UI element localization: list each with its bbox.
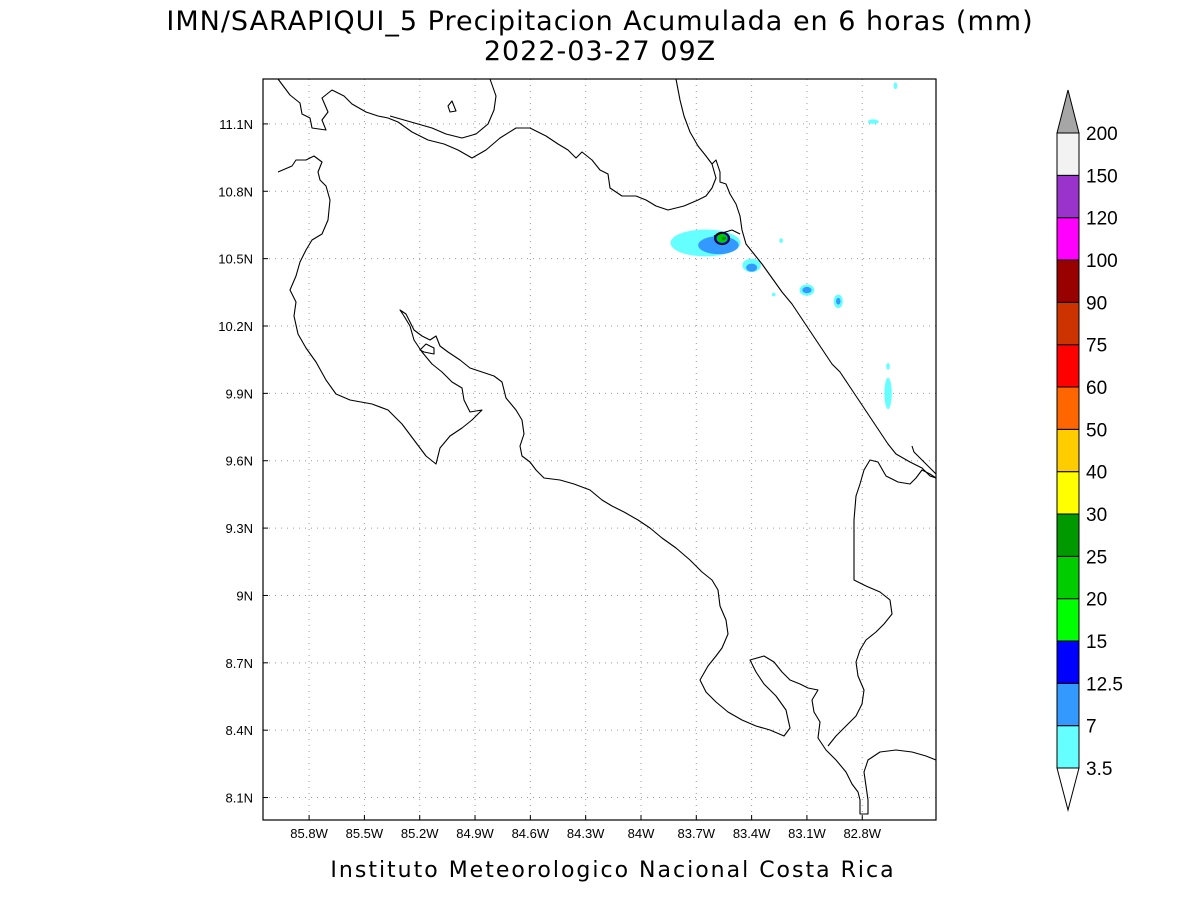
footer-credit: Instituto Meteorologico Nacional Costa R…: [330, 858, 895, 883]
pacific-coast: [277, 155, 937, 815]
lake-nicaragua-shore: [389, 78, 497, 139]
tick-label-lon: 85.2W: [401, 826, 439, 841]
colorbar-label: 3.5: [1086, 759, 1112, 780]
colorbar-swatch: [1056, 217, 1080, 261]
tick-label-lat: 11.1N: [219, 117, 253, 132]
tick-label-lat: 10.5N: [218, 252, 253, 267]
colorbar-swatch: [1056, 259, 1080, 303]
precip-cell: [886, 363, 890, 370]
precipitation-shading: [670, 82, 898, 410]
panama-border: [827, 459, 937, 747]
colorbar-swatches: [1056, 132, 1080, 769]
tick-label-lon: 84.6W: [512, 826, 550, 841]
colorbar-swatch: [1056, 386, 1080, 430]
colorbar-swatch: [1056, 132, 1080, 176]
precip-cell: [746, 263, 758, 272]
colorbar-swatch: [1056, 428, 1080, 473]
precip-cell: [802, 286, 812, 294]
tick-label-lon: 84.3W: [567, 826, 605, 841]
colorbar-label: 30: [1086, 505, 1107, 526]
colorbar-swatch: [1056, 598, 1080, 642]
colorbar-under-triangle: [1056, 767, 1080, 812]
colorbar-swatch: [1056, 555, 1080, 600]
colorbar-label: 100: [1086, 251, 1118, 272]
tick-label-lat: 9.6N: [226, 454, 253, 469]
precip-cell: [779, 238, 783, 243]
tick-label-lon: 83.7W: [678, 826, 716, 841]
tick-label-lat: 10.2N: [218, 319, 253, 334]
precip-cell: [893, 82, 898, 90]
colorbar-label: 40: [1086, 463, 1107, 484]
colorbar-legend: 3.5 7 12.5 15 20 25 30 40 50 60 75 90 100 120 150 200: [1056, 89, 1123, 812]
title-line-2: 2022-03-27 09Z: [484, 36, 716, 67]
tick-label-lat: 9.3N: [226, 521, 253, 536]
precip-cell: [836, 297, 841, 305]
precip-cell: [884, 377, 892, 410]
tick-label-lat: 8.1N: [226, 791, 253, 806]
colorbar-swatch: [1056, 471, 1080, 515]
colorbar-swatch: [1056, 344, 1080, 388]
colorbar-label: 150: [1086, 166, 1118, 187]
tick-label-lon: 83.4W: [733, 826, 771, 841]
precip-cell: [721, 236, 727, 241]
tick-label-lat: 8.4N: [226, 723, 253, 738]
colorbar-swatch: [1056, 513, 1080, 557]
colorbar-label: 200: [1086, 124, 1118, 145]
tick-label-lat: 8.7N: [226, 656, 253, 671]
colorbar-label: 20: [1086, 590, 1107, 611]
colorbar-label: 50: [1086, 420, 1107, 441]
grid-lines: [263, 79, 936, 820]
island-nicaragua: [447, 100, 457, 113]
tick-label-lat: 9N: [236, 588, 253, 603]
tick-label-lon: 85.5W: [346, 826, 384, 841]
colorbar-swatch: [1056, 301, 1080, 346]
colorbar-swatch: [1056, 640, 1080, 684]
colorbar-label: 15: [1086, 632, 1107, 653]
colorbar-label: 75: [1086, 336, 1107, 357]
map-frame: [262, 78, 937, 821]
tick-label-lon: 85.8W: [290, 826, 328, 841]
tick-label-lon: 83.1W: [788, 826, 826, 841]
precip-cell: [867, 119, 879, 124]
colorbar-label: 60: [1086, 378, 1107, 399]
precip-cell: [771, 292, 776, 297]
island-gulf-nicoya: [419, 343, 435, 355]
map-panel: 85.8W 85.5W 85.2W 84.9W 84.6W 84.3W 84W 83.7W 83…: [218, 78, 937, 841]
precip-core-contour: [714, 231, 731, 246]
colorbar-over-triangle: [1056, 89, 1080, 134]
tick-label-lat: 9.9N: [226, 386, 253, 401]
costa-rica-outline: [277, 78, 937, 479]
colorbar-label: 120: [1086, 209, 1118, 230]
colorbar-swatch: [1056, 682, 1080, 727]
tick-label-lon: 84.9W: [456, 826, 494, 841]
colorbar-label: 90: [1086, 293, 1107, 314]
river-mouth-north: [713, 229, 741, 237]
colorbar-label: 7: [1086, 717, 1097, 738]
coastlines: [277, 78, 937, 815]
caribbean-north-coast: [675, 78, 713, 165]
colorbar-swatch: [1056, 174, 1080, 219]
tick-label-lat: 10.8N: [218, 184, 253, 199]
tick-label-lon: 84W: [628, 826, 655, 841]
colorbar-label: 25: [1086, 547, 1107, 568]
colorbar-label: 12.5: [1086, 674, 1123, 695]
colorbar-swatch: [1056, 725, 1080, 769]
title-line-1: IMN/SARAPIQUI_5 Precipitacion Acumulada …: [166, 6, 1033, 37]
colorbar-labels: 3.5 7 12.5 15 20 25 30 40 50 60 75 90 100 120 150 200: [1086, 124, 1123, 780]
tick-label-lon: 82.8W: [843, 826, 881, 841]
axis-tick-labels: 85.8W 85.5W 85.2W 84.9W 84.6W 84.3W 84W 83.7W 83…: [218, 117, 881, 841]
